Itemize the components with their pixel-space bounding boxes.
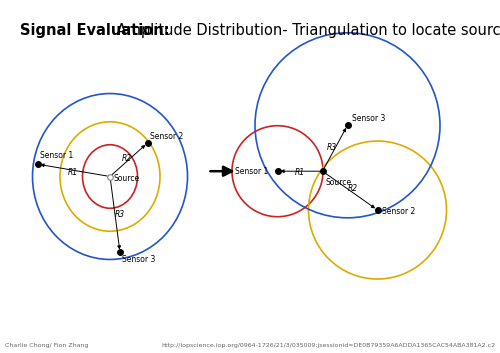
Text: R3: R3: [327, 143, 337, 152]
Text: Sensor 1: Sensor 1: [40, 151, 73, 160]
Text: Amplitude Distribution- Triangulation to locate source: Amplitude Distribution- Triangulation to…: [112, 23, 500, 38]
Text: Sensor 2: Sensor 2: [382, 207, 415, 216]
Text: R1: R1: [68, 168, 78, 177]
Text: R3: R3: [115, 210, 125, 219]
Text: R2: R2: [122, 154, 132, 163]
Text: Source: Source: [326, 178, 351, 187]
Text: Sensor 3: Sensor 3: [122, 255, 156, 264]
Text: Sensor 2: Sensor 2: [150, 132, 183, 141]
Text: Signal Evaluation:: Signal Evaluation:: [20, 23, 170, 38]
Text: Sensor 3: Sensor 3: [352, 114, 385, 123]
Text: http://iopscience.iop.org/0964-1726/21/3/035009;jsessionid=DE0B79359A6ADDA1365CA: http://iopscience.iop.org/0964-1726/21/3…: [161, 343, 495, 348]
Text: R2: R2: [348, 184, 358, 193]
Text: R1: R1: [295, 168, 305, 177]
Text: Source: Source: [114, 174, 140, 183]
Text: Sensor 1: Sensor 1: [235, 167, 268, 176]
Text: Charlie Chong/ Fion Zhang: Charlie Chong/ Fion Zhang: [5, 343, 88, 348]
